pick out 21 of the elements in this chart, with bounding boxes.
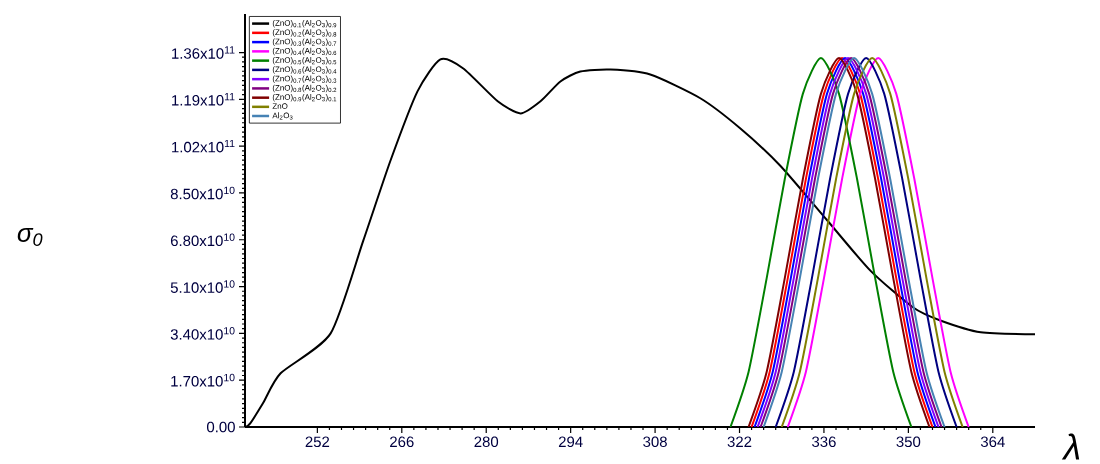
y-tick-label: 6.80x10$^{10}$ [170,233,235,247]
x-tick-label: 294 [558,436,583,448]
x-tick-label: 252 [305,436,330,448]
y-tick-label: 1.19x10$^{11}$ [172,93,235,106]
y-tick-label: 1.02x10$^{11}$ [172,139,235,153]
x-tick-label: 364 [980,436,1005,448]
y-axis-title: σ$_{0}$ [17,228,43,246]
x-tick-label: 336 [812,436,836,448]
x-tick-label: 308 [643,436,667,448]
x-tick-label: 266 [390,436,414,448]
y-tick-label: 8.50x10$^{10}$ [170,186,235,200]
x-tick-label: 280 [474,436,499,448]
y-tick-label: 5.10x10$^{10}$ [170,280,235,293]
y-tick-label: 1.36x10$^{11}$ [172,46,235,59]
line-series [729,57,913,427]
x-axis-title: λ [1061,433,1080,460]
x-tick-label: 322 [727,436,752,448]
y-tick-label: 3.40x10$^{10}$ [170,327,235,340]
x-tick-label: 350 [896,436,921,448]
y-tick-label: 1.70x10$^{10}$ [171,373,235,387]
y-tick-label: 0.00 [206,421,235,433]
